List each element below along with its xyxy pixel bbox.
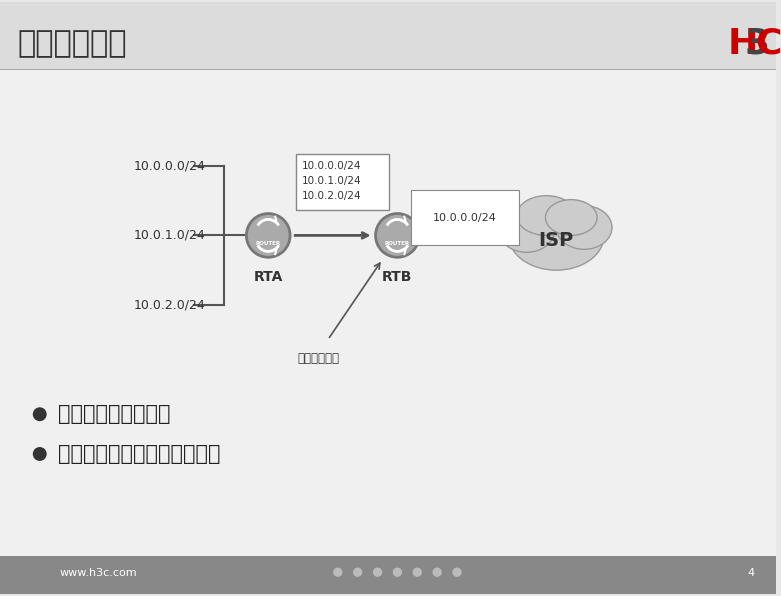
- Text: 4: 4: [748, 568, 755, 578]
- Ellipse shape: [508, 201, 604, 270]
- FancyBboxPatch shape: [0, 70, 776, 556]
- FancyBboxPatch shape: [0, 2, 776, 70]
- Ellipse shape: [499, 209, 555, 252]
- Circle shape: [33, 447, 47, 461]
- Text: 10.0.0.0/24: 10.0.0.0/24: [302, 161, 362, 171]
- Circle shape: [453, 568, 461, 576]
- Text: ROUTER: ROUTER: [385, 241, 410, 246]
- Circle shape: [33, 407, 47, 421]
- Text: 10.0.2.0/24: 10.0.2.0/24: [134, 299, 206, 312]
- Circle shape: [433, 568, 441, 576]
- FancyBboxPatch shape: [296, 154, 390, 210]
- Text: 10.0.1.0/24: 10.0.1.0/24: [302, 176, 362, 186]
- Text: 路由过滤作用: 路由过滤作用: [18, 29, 127, 58]
- Text: 保护网络安全，节省链路开销: 保护网络安全，节省链路开销: [58, 444, 220, 464]
- Circle shape: [373, 568, 381, 576]
- Text: 10.0.0.0/24: 10.0.0.0/24: [134, 159, 206, 172]
- Text: RTA: RTA: [254, 270, 283, 284]
- Ellipse shape: [545, 200, 597, 235]
- Circle shape: [246, 213, 290, 257]
- Circle shape: [333, 568, 342, 576]
- Text: H: H: [728, 27, 758, 61]
- Text: C: C: [754, 27, 781, 61]
- Circle shape: [376, 213, 419, 257]
- Ellipse shape: [556, 206, 612, 249]
- Text: 控制路由传播与生成: 控制路由传播与生成: [58, 404, 170, 424]
- Text: ROUTER: ROUTER: [255, 241, 281, 246]
- Text: 10.0.1.0/24: 10.0.1.0/24: [134, 229, 206, 242]
- Text: 10.0.2.0/24: 10.0.2.0/24: [302, 191, 362, 201]
- Ellipse shape: [516, 195, 576, 235]
- Text: 3: 3: [744, 27, 769, 61]
- Circle shape: [394, 568, 401, 576]
- Text: RTB: RTB: [382, 270, 412, 284]
- Text: www.h3c.com: www.h3c.com: [59, 568, 137, 578]
- Circle shape: [413, 568, 421, 576]
- Text: 10.0.0.0/24: 10.0.0.0/24: [433, 213, 497, 222]
- Text: ISP: ISP: [539, 231, 574, 250]
- Circle shape: [354, 568, 362, 576]
- Text: 路由过滤实施: 路由过滤实施: [297, 352, 339, 365]
- FancyBboxPatch shape: [0, 556, 776, 594]
